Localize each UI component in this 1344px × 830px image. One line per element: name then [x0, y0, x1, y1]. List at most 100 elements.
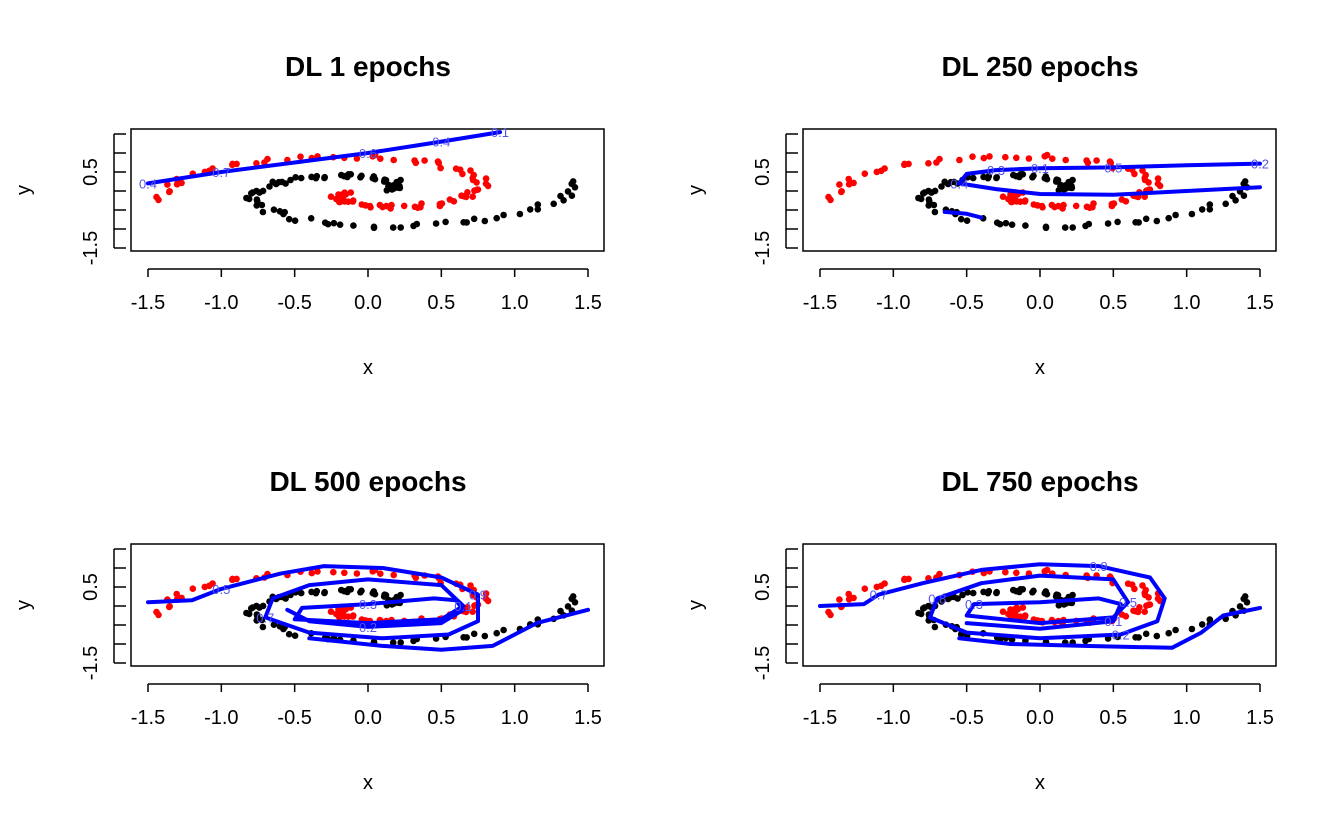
- scatter-point: [963, 217, 971, 224]
- scatter-point: [258, 201, 266, 209]
- contour-line: [146, 564, 480, 641]
- y-tick-label: -1.5: [752, 646, 774, 680]
- scatter-point: [285, 215, 293, 223]
- chart-panel-3: DL 500 epochs -1.5 -1.0 -0.5 0.0 0.5 1.0 1.5 x -1…: [13, 466, 605, 794]
- scatter-point: [312, 589, 320, 597]
- x-tick-label: 1.0: [1173, 707, 1201, 729]
- x-tick-label: -1.5: [131, 292, 165, 314]
- scatter-point: [1054, 176, 1062, 184]
- scatter-point: [330, 568, 337, 576]
- scatter-point: [413, 220, 421, 228]
- scatter-point: [1154, 180, 1162, 187]
- scatter-point: [500, 211, 507, 219]
- scatter-point: [873, 583, 881, 591]
- scatter-point: [280, 625, 287, 633]
- scatter-point: [292, 174, 299, 181]
- scatter-point: [336, 221, 344, 228]
- plot-frame: [802, 543, 1277, 667]
- x-tick-label: -1.0: [876, 707, 910, 729]
- scatter-point: [1083, 203, 1091, 211]
- contour-level-label: 0.6: [359, 146, 377, 161]
- scatter-point: [247, 605, 255, 612]
- contour-level-label: 0.4: [432, 135, 450, 150]
- scatter-point: [469, 608, 477, 615]
- x-tick-label: -1.0: [876, 292, 910, 314]
- scatter-point: [377, 155, 384, 162]
- contour-level-label: 0.1: [1031, 161, 1049, 176]
- scatter-point: [837, 188, 845, 196]
- scatter-points: [825, 151, 1251, 232]
- scatter-point: [385, 181, 393, 189]
- scatter-point: [482, 590, 490, 597]
- scatter-point: [1010, 171, 1017, 179]
- scatter-point: [1135, 634, 1142, 641]
- scatter-point: [335, 613, 343, 621]
- scatter-point: [411, 203, 419, 211]
- scatter-point: [1022, 222, 1029, 229]
- scatter-point: [291, 217, 299, 224]
- scatter-point: [1093, 157, 1100, 164]
- y-tick-label: 0.5: [752, 573, 774, 601]
- scatter-point: [349, 613, 357, 620]
- scatter-point: [964, 589, 971, 596]
- scatter-point: [393, 593, 401, 601]
- x-tick-label: 0.5: [427, 292, 455, 314]
- scatter-point: [1206, 201, 1214, 208]
- x-tick-label: -1.0: [204, 292, 238, 314]
- x-tick-label: -1.5: [803, 707, 837, 729]
- scatter-point: [1198, 621, 1206, 628]
- x-tick-label: 0.0: [354, 707, 382, 729]
- scatter-point: [369, 153, 377, 160]
- x-tick-label: -0.5: [949, 707, 983, 729]
- scatter-point: [1042, 224, 1050, 232]
- scatter-point: [845, 590, 852, 598]
- scatter-point: [1041, 153, 1048, 160]
- scatter-point: [557, 607, 564, 615]
- y-axis-label: y: [685, 185, 707, 195]
- contour-level-label: 0.5: [1104, 160, 1122, 175]
- scatter-point: [469, 193, 477, 200]
- scatter-point: [1002, 568, 1009, 576]
- scatter-point: [470, 630, 478, 638]
- scatter-point: [411, 157, 418, 164]
- scatter-point: [482, 595, 490, 602]
- scatter-point: [165, 188, 173, 196]
- scatter-point: [338, 171, 345, 179]
- scatter-point: [1039, 204, 1046, 211]
- scatter-point: [272, 180, 280, 188]
- scatter-point: [954, 595, 961, 602]
- scatter-point: [389, 224, 397, 231]
- scatter-point: [189, 585, 197, 592]
- contour-level-label: 0.9: [1090, 559, 1108, 574]
- scatter-point: [1069, 224, 1076, 231]
- scatter-point: [389, 639, 397, 646]
- y-tick-label: -1.5: [752, 231, 774, 265]
- scatter-point: [557, 192, 564, 200]
- scatter-point: [327, 608, 335, 615]
- scatter-point: [969, 589, 977, 597]
- scatter-point: [836, 596, 843, 603]
- scatter-point: [307, 215, 315, 222]
- scatter-point: [467, 167, 474, 174]
- scatter-point: [266, 183, 273, 190]
- decision-contour: 0.5 0.9 0.7 0.1 0.3 0.2: [146, 564, 590, 652]
- scatter-point: [377, 570, 384, 577]
- scatter-points: [825, 566, 1251, 647]
- scatter-point: [917, 610, 925, 618]
- scatter-point: [297, 589, 305, 597]
- scatter-point: [330, 219, 338, 227]
- scatter-point: [1106, 158, 1114, 165]
- scatter-point: [925, 202, 932, 209]
- x-tick-label: -0.5: [949, 292, 983, 314]
- scatter-point: [1019, 604, 1027, 611]
- contour-level-label: 0.3: [359, 597, 377, 612]
- contour-level-label: 0.9: [469, 588, 487, 603]
- scatter-point: [261, 159, 268, 166]
- x-tick-label: -0.5: [277, 292, 311, 314]
- scatter-point: [999, 193, 1007, 200]
- scatter-point: [564, 603, 572, 610]
- scatter-point: [338, 586, 345, 594]
- x-tick-label: 1.0: [501, 292, 529, 314]
- scatter-point: [516, 210, 524, 218]
- scatter-point: [418, 200, 425, 207]
